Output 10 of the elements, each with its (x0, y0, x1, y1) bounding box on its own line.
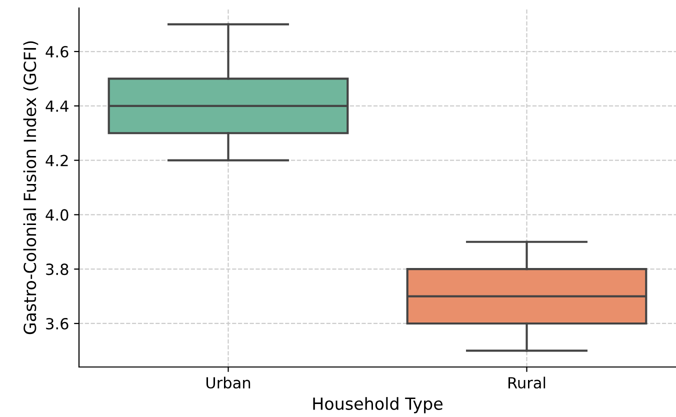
y-tick-label: 4.2 (46, 154, 68, 166)
x-tick-label: Urban (206, 376, 250, 389)
y-axis-title: Gastro-Colonial Fusion Index (GCFI) (23, 41, 38, 334)
y-tick-label: 4.0 (46, 209, 68, 221)
y-tick-label: 3.8 (46, 264, 68, 276)
y-tick-label: 3.6 (46, 318, 68, 330)
y-tick-label: 4.4 (46, 100, 68, 112)
x-tick-label: Rural (508, 376, 546, 389)
y-tick-label: 4.6 (46, 46, 68, 58)
x-axis-title: Household Type (313, 397, 442, 414)
